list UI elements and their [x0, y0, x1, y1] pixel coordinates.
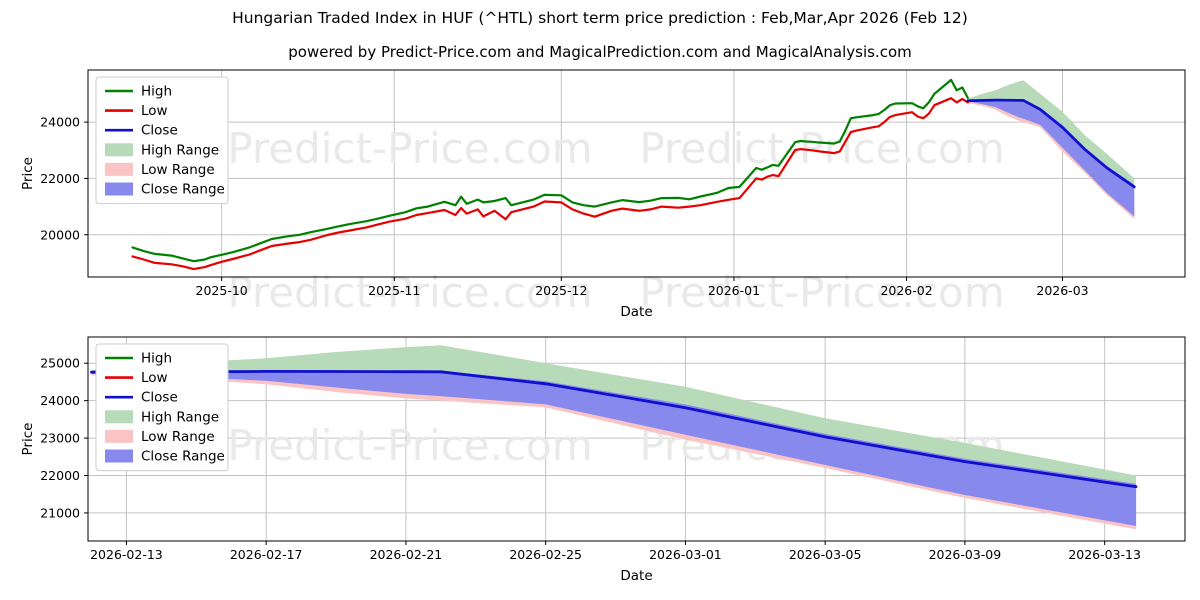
x-axis-label: Date	[620, 568, 652, 584]
x-tick-label: 2026-03-13	[1068, 547, 1141, 562]
line-high	[131, 78, 969, 263]
x-tick-label: 2025-12	[535, 283, 587, 298]
x-tick-label: 2026-03-09	[929, 547, 1002, 562]
band-close-range	[91, 370, 1137, 526]
figure-title: Hungarian Traded Index in HUF (^HTL) sho…	[232, 9, 968, 27]
band-close-range	[967, 99, 1135, 217]
x-axis-label: Date	[620, 304, 652, 320]
chart-prediction-detail: Predict-Price.comPredict-Price.com2026-0…	[20, 336, 1186, 584]
watermark: Predict-Price.com	[639, 124, 1004, 173]
legend-label-close-range: Close Range	[141, 182, 225, 198]
y-axis-label: Price	[20, 423, 36, 456]
y-tick-label: 20000	[40, 227, 80, 242]
chart-price-history-and-prediction: Predict-Price.com Predict-Price.com Predic…	[20, 69, 1186, 320]
y-tick-label: 25000	[40, 356, 80, 371]
axes-border	[87, 69, 1186, 278]
x-tick-label: 2026-01	[708, 283, 760, 298]
x-tick-label: 2025-10	[196, 283, 248, 298]
legend-swatch-low-range	[105, 429, 133, 443]
legend-label-low: Low	[141, 103, 168, 119]
x-tick-label: 2026-02	[880, 283, 932, 298]
x-tick-label: 2026-02-21	[370, 547, 443, 562]
y-tick-label: 23000	[40, 431, 80, 446]
x-tick-label: 2026-03-05	[789, 547, 862, 562]
y-axis-label: Price	[20, 157, 36, 190]
y-tick-label: 24000	[40, 393, 80, 408]
line-low	[131, 97, 969, 271]
x-tick-label: 2026-03-01	[649, 547, 722, 562]
axes-border	[87, 336, 1186, 542]
legend-label-low: Low	[141, 370, 168, 386]
legend-swatch-high-range	[105, 143, 133, 157]
watermark: Predict-Price.com	[227, 421, 592, 470]
x-tick-label: 2026-02-17	[230, 547, 303, 562]
legend-swatch-high-range	[105, 410, 133, 424]
y-tick-label: 21000	[40, 505, 80, 520]
watermark: Predict-Price.com	[227, 124, 592, 173]
legend-label-high: High	[141, 84, 172, 100]
legend: High Low Close High Range Low Range Close Ran…	[95, 343, 229, 472]
x-tick-label: 2026-03	[1036, 283, 1088, 298]
x-tick-label: 2026-02-13	[90, 547, 163, 562]
legend-label-close-range: Close Range	[141, 449, 225, 465]
x-tick-label: 2026-02-25	[509, 547, 582, 562]
legend-label-high-range: High Range	[141, 142, 219, 158]
y-tick-label: 22000	[40, 171, 80, 186]
y-tick-label: 24000	[40, 115, 80, 130]
legend-swatch-close-range	[105, 449, 133, 463]
x-tick-label: 2025-11	[368, 283, 420, 298]
legend-swatch-close-range	[105, 182, 133, 196]
legend-label-high: High	[141, 351, 172, 367]
legend-label-low-range: Low Range	[141, 429, 215, 445]
line-close	[966, 98, 1136, 189]
legend-label-close: Close	[141, 390, 178, 406]
legend: High Low Close High Range Low Range Close Ran…	[95, 76, 229, 205]
legend-label-high-range: High Range	[141, 409, 219, 425]
legend-swatch-low-range	[105, 162, 133, 176]
watermark: Predict-Price.com	[227, 268, 592, 317]
legend-label-low-range: Low Range	[141, 162, 215, 178]
watermark: Predict-Price.com	[639, 268, 1004, 317]
y-tick-label: 22000	[40, 468, 80, 483]
figure-subtitle: powered by Predict-Price.com and Magical…	[288, 43, 912, 61]
legend-label-close: Close	[141, 123, 178, 139]
